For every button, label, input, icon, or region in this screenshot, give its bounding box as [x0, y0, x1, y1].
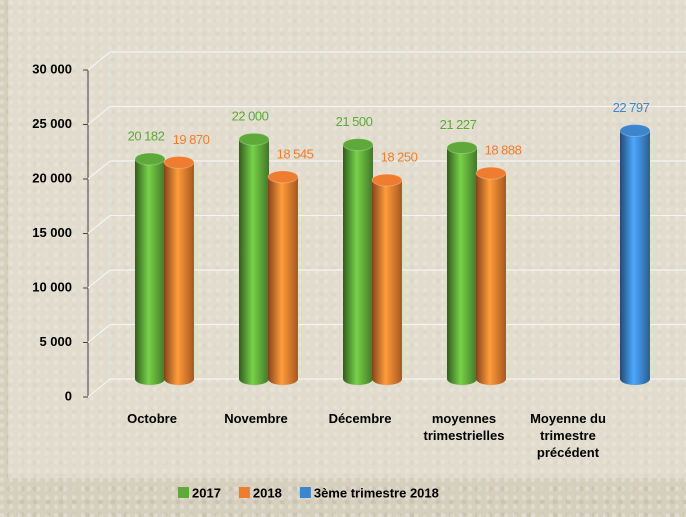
x-tick-label: moyennes trimestrielles [423, 411, 505, 443]
value-label: 21 500 [336, 114, 373, 129]
bar-top [371, 173, 403, 187]
grid-line-side [87, 160, 111, 180]
bar [267, 170, 299, 385]
value-label: 18 545 [277, 146, 314, 161]
value-label: 19 870 [173, 132, 210, 147]
y-tick-label: 30 000 [32, 61, 72, 76]
bar-top [238, 132, 270, 146]
value-label: 20 182 [128, 128, 165, 143]
bar [475, 166, 507, 385]
value-label: 22 797 [613, 100, 650, 115]
legend-swatch [238, 487, 250, 498]
grid-line-side [87, 378, 111, 398]
grid-line-side [87, 51, 111, 71]
bar-top [446, 141, 478, 155]
value-label: 18 888 [485, 143, 522, 158]
bar [163, 155, 195, 385]
grid-line-side [87, 324, 111, 343]
legend-label: 3ème trimestre 2018 [314, 485, 439, 500]
x-tick-label: Décembre [328, 411, 392, 426]
bar-body [476, 173, 506, 385]
bar [342, 138, 374, 385]
bar-top [342, 138, 374, 152]
bar [371, 173, 403, 385]
grid-line-side [87, 106, 111, 125]
x-tick-label: Moyenne du trimestre précédent [530, 411, 606, 460]
bar-body [447, 147, 477, 385]
bar-body [372, 180, 402, 385]
bar-body [620, 130, 650, 385]
legend-label: 2018 [253, 485, 282, 500]
legend-swatch [299, 487, 311, 498]
bar-top [163, 155, 195, 169]
bar-top [134, 152, 166, 166]
x-tick-label: Octobre [127, 411, 177, 426]
grid-line-side [87, 215, 111, 234]
bar-top [267, 170, 299, 184]
legend-swatch [178, 487, 189, 498]
bar-top [475, 166, 507, 180]
bar-body [343, 144, 373, 385]
bar [619, 124, 651, 385]
y-tick-label: 15 000 [32, 225, 72, 240]
y-tick-label: 10 000 [32, 279, 72, 294]
bar [238, 132, 270, 385]
grid-line-side [87, 269, 111, 289]
x-tick-label: Novembre [224, 411, 288, 426]
bar [446, 141, 478, 385]
bar-body [164, 162, 194, 385]
bar [134, 152, 166, 385]
bar-body [135, 159, 165, 385]
bar-top [619, 124, 651, 138]
legend-label: 2017 [192, 485, 221, 500]
value-label: 21 227 [440, 117, 477, 132]
bar-body [239, 139, 269, 385]
value-label: 22 000 [232, 109, 269, 124]
bar-body [268, 176, 298, 385]
value-label: 18 250 [381, 150, 418, 165]
y-tick-label: 25 000 [32, 116, 72, 131]
y-tick-label: 5 000 [39, 334, 72, 349]
y-tick-label: 20 000 [32, 170, 72, 185]
y-tick-label: 0 [65, 388, 72, 403]
